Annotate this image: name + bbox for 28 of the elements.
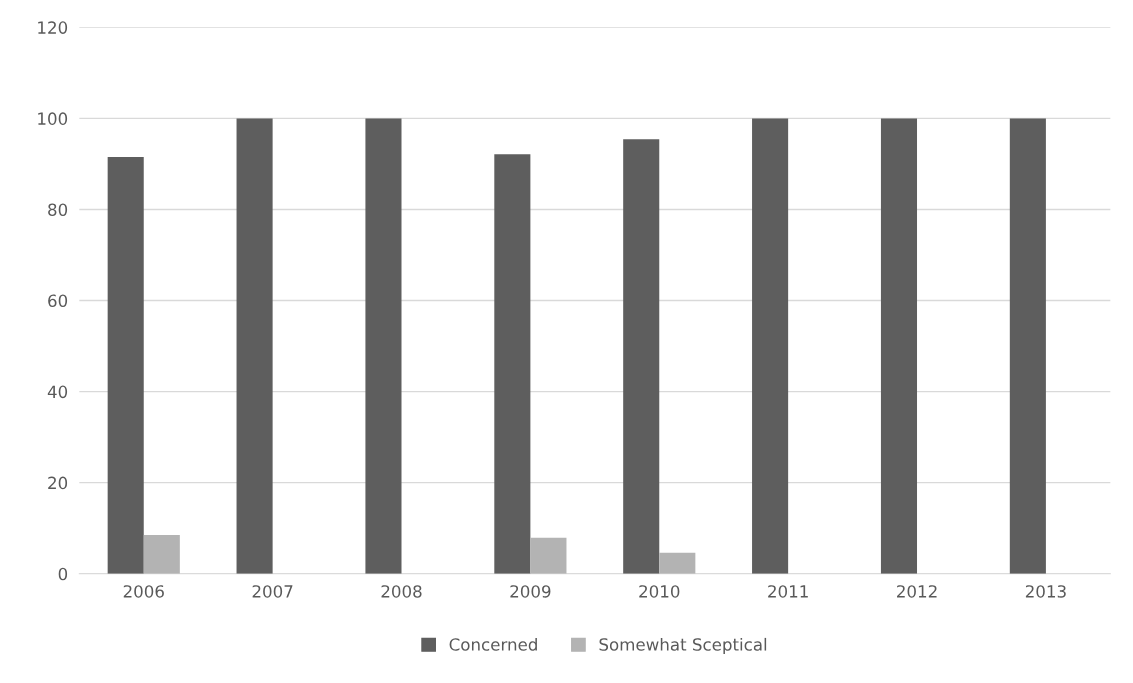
x-tick-label: 2011 [768,585,808,598]
x-tick-label: 2010 [639,585,680,598]
legend-label: Somewhat Sceptical [599,637,767,655]
bar [236,118,273,574]
bar [107,157,144,574]
bar [494,154,531,574]
y-tick-label: 80 [48,203,68,217]
bar [752,118,789,574]
y-tick-label: 120 [38,21,68,34]
bar [623,139,660,574]
x-tick-label: 2008 [381,585,422,598]
bar [365,118,402,574]
y-tick-label: 40 [47,385,68,399]
bar [659,552,696,574]
x-tick-label: 2012 [897,585,937,598]
bar [1009,118,1046,574]
y-tick-label: 0 [58,567,68,581]
bar [143,535,180,574]
y-tick-label: 60 [48,294,68,308]
legend-label: Concerned [449,637,537,651]
x-tick-label: 2013 [1025,585,1066,598]
x-tick-label: 2009 [510,585,551,598]
x-tick-label: 2006 [123,585,164,598]
x-tick-label: 2007 [252,585,293,598]
bar [530,537,567,574]
y-tick-label: 20 [48,476,68,490]
y-tick-label: 100 [38,112,68,125]
bar [880,118,918,574]
